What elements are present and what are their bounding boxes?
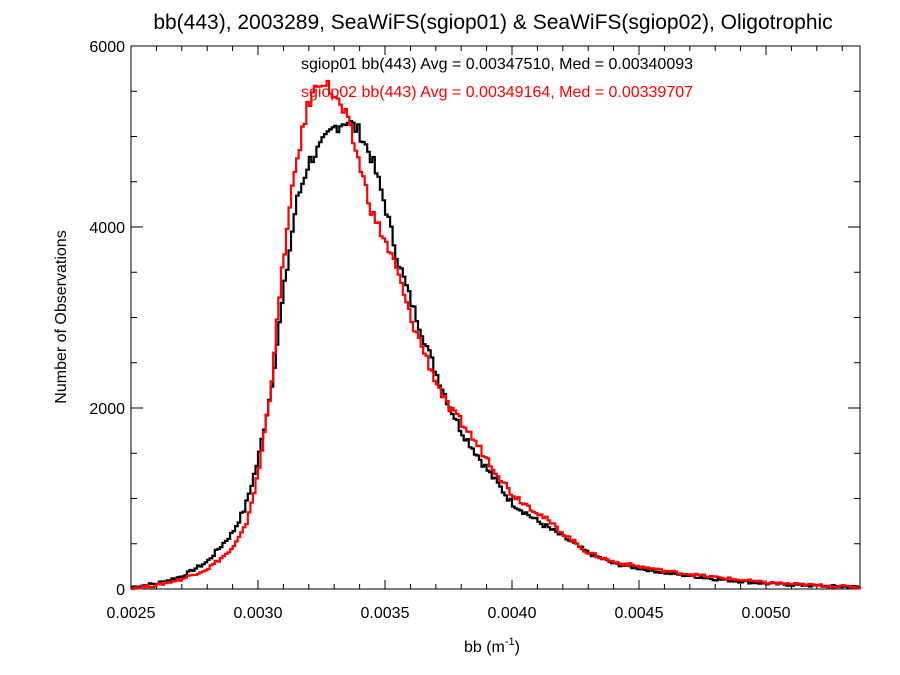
y-tick-labels: 0 2000 4000 6000 — [89, 39, 125, 599]
x-axis-label-main: bb (m — [464, 639, 505, 656]
x-axis-label-close: ) — [515, 639, 520, 656]
x-tick-label: 0.0050 — [742, 605, 791, 622]
x-axis-label: bb (m-1) — [464, 636, 520, 656]
series-sgiop01-line — [131, 120, 860, 589]
annotation-sgiop02: sgiop02 bb(443) Avg = 0.00349164, Med = … — [301, 84, 693, 101]
x-tick-label: 0.0045 — [615, 605, 664, 622]
y-tick-label: 6000 — [89, 39, 125, 56]
chart-title: bb(443), 2003289, SeaWiFS(sgiop01) & Sea… — [153, 11, 832, 34]
x-tick-label: 0.0030 — [234, 605, 283, 622]
y-axis-label: Number of Observations — [53, 230, 70, 403]
axis-ticks — [130, 45, 860, 590]
plot-frame — [130, 45, 861, 590]
series-lines — [131, 79, 862, 591]
annotation-sgiop01: sgiop01 bb(443) Avg = 0.00347510, Med = … — [301, 56, 693, 73]
x-axis-label-sup: -1 — [505, 636, 515, 648]
series-sgiop02-line — [131, 79, 862, 591]
y-tick-label: 4000 — [89, 220, 125, 237]
y-tick-label: 2000 — [89, 401, 125, 418]
x-tick-label: 0.0035 — [361, 605, 410, 622]
x-tick-label: 0.0040 — [488, 605, 537, 622]
x-tick-labels: 0.0025 0.0030 0.0035 0.0040 0.0045 0.0050 — [107, 605, 791, 622]
y-tick-label: 0 — [116, 582, 125, 599]
x-tick-label: 0.0025 — [107, 605, 156, 622]
